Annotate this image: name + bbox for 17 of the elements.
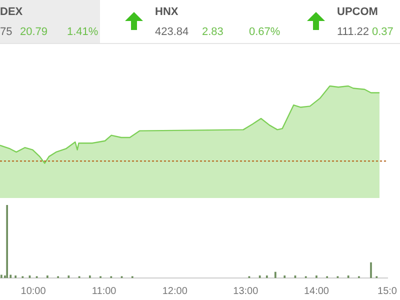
text: 75	[0, 26, 12, 38]
text: 423.84	[155, 26, 189, 38]
x-tick-label: 15:0	[378, 286, 398, 297]
text: 0.37	[372, 26, 394, 38]
x-tick-label: 12:00	[162, 286, 188, 297]
x-tick-label: 11:00	[92, 286, 117, 297]
text: 20.79	[20, 26, 48, 38]
text: UPCOM	[337, 6, 378, 18]
x-tick-label: 13:00	[233, 286, 259, 297]
x-tick-label: 14:00	[304, 286, 330, 297]
text: 0.67%	[249, 26, 280, 38]
text: HNX	[155, 6, 178, 18]
text: 2.83	[202, 26, 224, 38]
text: 111.22	[337, 26, 370, 38]
x-tick-label: 10:00	[20, 286, 46, 297]
text: DEX	[0, 6, 23, 18]
text: 1.41%	[67, 26, 98, 38]
